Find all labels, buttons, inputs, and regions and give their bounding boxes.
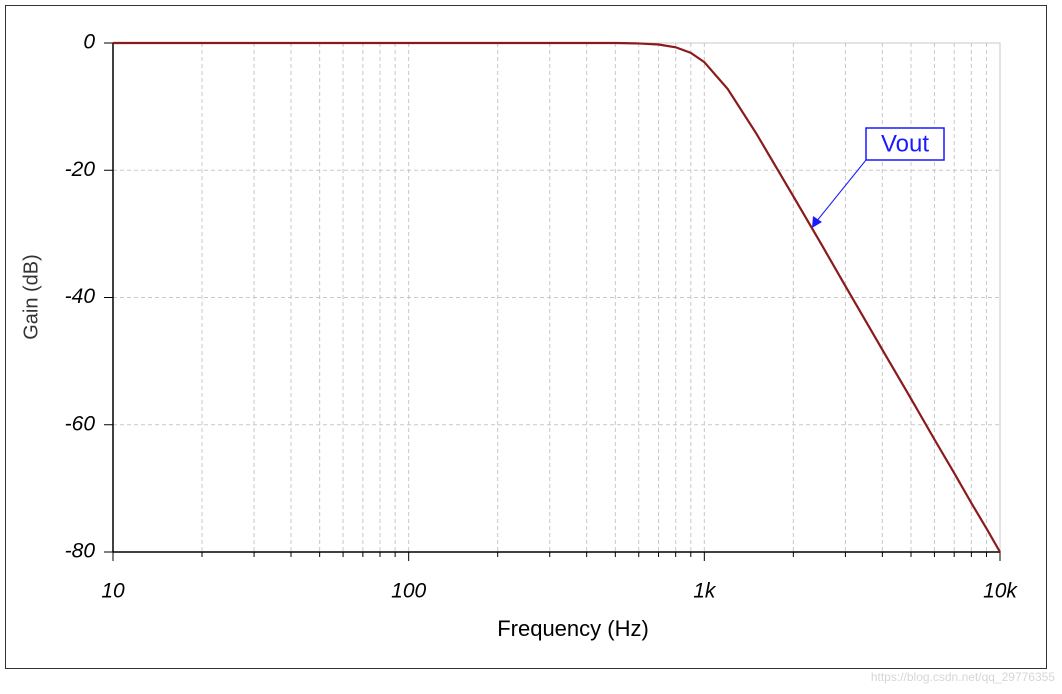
- legend-label: Vout: [881, 130, 929, 157]
- x-tick-label: 100: [391, 580, 426, 603]
- y-tick-label: 0: [83, 31, 95, 54]
- y-tick-label: -80: [65, 540, 96, 563]
- x-tick-label: 10: [101, 580, 125, 603]
- annotation-arrow: [815, 159, 867, 223]
- x-axis-title: Frequency (Hz): [497, 616, 649, 641]
- watermark: https://blog.csdn.net/qq_29776355: [871, 670, 1055, 684]
- annotation-arrowhead: [812, 216, 822, 228]
- series-line: [113, 41, 1001, 553]
- y-tick-label: -20: [65, 158, 96, 181]
- x-tick-label: 1k: [693, 580, 717, 603]
- x-tick-label: 10k: [983, 580, 1018, 603]
- y-tick-label: -40: [65, 285, 96, 308]
- y-tick-label: -60: [65, 412, 96, 435]
- y-axis-title: Gain (dB): [20, 254, 42, 340]
- annotation-box: [865, 127, 945, 161]
